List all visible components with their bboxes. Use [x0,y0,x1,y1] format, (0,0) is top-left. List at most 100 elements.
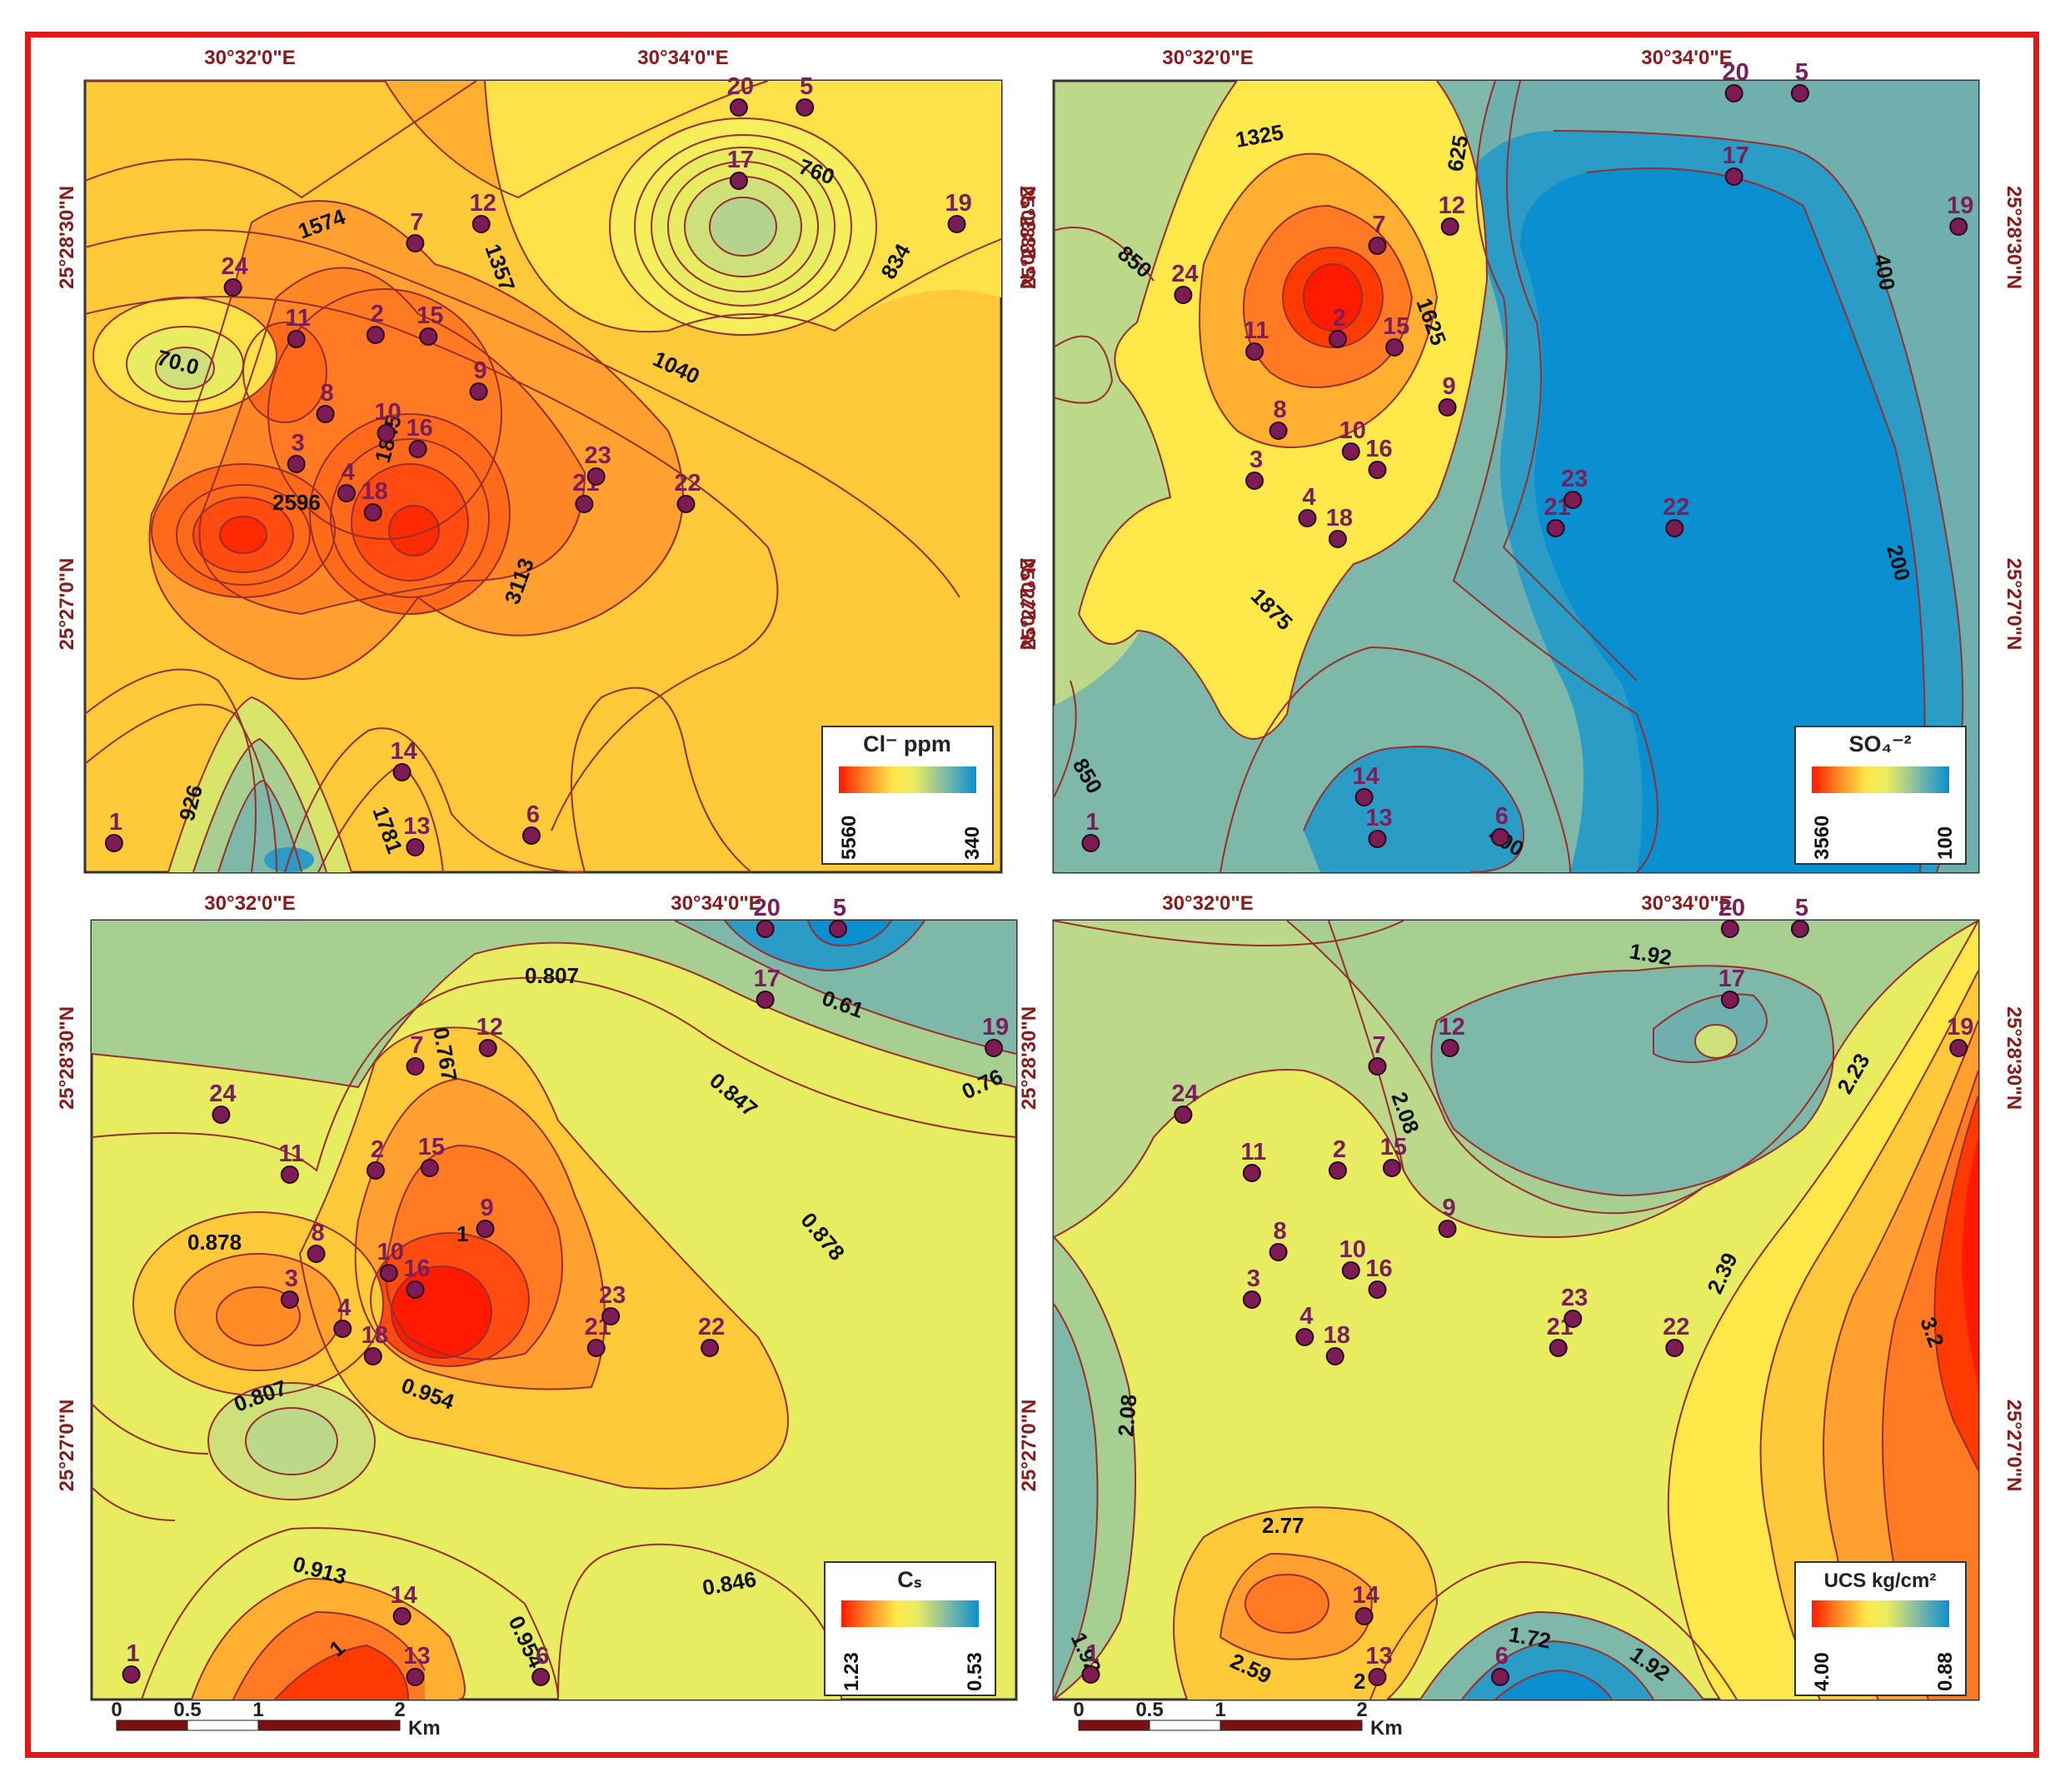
lon-label: 30°32'0"E [204,47,295,69]
well-marker [476,1220,495,1238]
well-label: 8 [321,380,334,407]
well-label: 18 [362,1322,388,1349]
well-marker [796,98,815,117]
legend-ucs: UCS kg/cm² 4.00 0.88 [1794,1561,1967,1696]
well-label: 22 [1663,1314,1689,1340]
well-marker [408,440,427,458]
well-marker [307,1245,326,1263]
legend-title: SO₄⁻² [1848,731,1911,756]
well-label: 11 [1241,1139,1267,1166]
lat-label: 25°28'30"N [2003,1006,2025,1110]
well-marker [1724,84,1743,102]
map-area: 1574 1357 760 834 1040 70.0 1845 2596 31… [83,73,1003,874]
well-marker [575,495,594,513]
well-label: 18 [1324,1322,1350,1349]
scale-unit: Km [1370,1717,1403,1740]
well-label: 13 [1365,1643,1392,1670]
well-marker [1242,1290,1261,1309]
well-marker [363,1347,382,1365]
map-area: 1325 625 850 400 1625 200 1875 850 400 1… [1052,59,1980,874]
contour-label: 1 [456,1221,468,1246]
well-label: 14 [1353,1582,1379,1609]
well-marker [676,495,696,513]
well-label: 9 [473,357,486,384]
well-marker [379,1264,398,1282]
well-marker [366,1161,385,1180]
well-marker [729,98,748,117]
well-label: 2 [1333,305,1346,332]
legend-min: 100 [1934,826,1957,860]
lon-label: 30°34'0"E [1641,892,1732,915]
well-marker [223,278,242,297]
well-label: 12 [470,190,496,217]
well-label: 9 [1442,373,1455,400]
legend-cs: Cₛ 1.23 0.53 [824,1561,996,1696]
lat-label: 25°27'0"N [2003,1400,2025,1492]
well-marker [1549,1339,1568,1357]
well-marker [316,405,335,423]
contour-label: 2.77 [1262,1513,1304,1538]
contour-label: 0.878 [187,1230,242,1255]
well-marker [1081,1665,1100,1684]
well-marker [1242,1164,1261,1182]
well-marker [1368,461,1387,479]
scale-tick: 1 [1215,1699,1225,1721]
well-label: 19 [945,190,971,217]
well-marker [1269,422,1288,440]
well-marker [280,1290,299,1309]
well-label: 15 [1383,313,1409,340]
well-marker [729,172,748,190]
well-marker [377,424,396,442]
well-label: 20 [727,73,754,100]
well-marker [287,330,306,348]
lat-label: 25°28'30"N [1018,1006,1040,1110]
well-label: 13 [1365,805,1392,831]
well-label: 5 [1795,59,1808,86]
legend-min: 0.88 [1934,1652,1957,1691]
well-marker [1269,1243,1288,1261]
well-marker [1564,1310,1583,1328]
well-label: 15 [1380,1134,1407,1161]
well-label: 1 [127,1640,140,1667]
well-marker [419,327,438,346]
well-label: 12 [1439,192,1465,219]
well-label: 23 [599,1282,626,1309]
contour-label: 625 [1442,133,1473,173]
well-marker [985,1039,1004,1057]
well-label: 11 [1244,317,1269,344]
legend-title: Cl⁻ ppm [863,731,951,756]
well-label: 19 [982,1014,1009,1041]
well-label: 22 [698,1314,725,1340]
well-label: 17 [1723,142,1749,169]
well-label: 12 [1439,1014,1465,1041]
well-label: 14 [1353,763,1379,790]
lon-label: 30°32'0"E [1162,892,1253,915]
well-marker [1385,338,1404,357]
well-marker [521,826,541,845]
well-label: 24 [1171,261,1198,287]
well-label: 22 [674,470,701,497]
contour-label: 2596 [272,490,321,515]
well-label: 5 [833,895,846,921]
well-label: 9 [1442,1195,1455,1221]
well-marker [420,1159,439,1177]
well-marker [1665,1339,1684,1357]
well-label: 10 [1339,417,1366,444]
well-label: 15 [418,1134,445,1161]
well-marker [1245,342,1264,361]
well-marker [1328,530,1347,548]
panel-sulfate: 30°32'0"E 30°34'0"E 25°28'30"N 25°27'0"N… [1018,47,2025,874]
well-label: 17 [754,966,781,992]
well-label: 4 [337,1295,351,1321]
well-marker [1949,217,1968,236]
lat-label: 25°27'0"N [2003,558,2025,651]
well-label: 13 [403,1643,430,1670]
lon-label: 30°34'0"E [637,47,728,69]
well-label: 6 [526,801,540,828]
well-marker [756,991,775,1009]
well-marker [363,503,382,522]
lon-label: 30°32'0"E [204,892,295,915]
well-label: 12 [476,1014,503,1041]
well-marker [1790,920,1809,938]
well-label: 10 [374,399,401,426]
